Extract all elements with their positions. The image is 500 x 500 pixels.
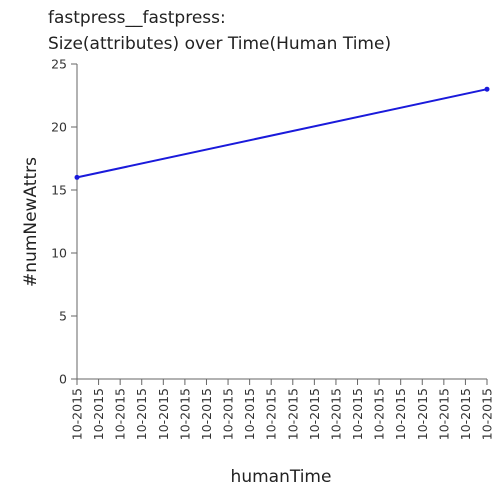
data-point: [74, 174, 80, 180]
x-tick-label: 10-2015: [480, 388, 495, 440]
x-tick-label: 10-2015: [113, 388, 128, 440]
x-tick-label: 10-2015: [264, 388, 279, 440]
x-tick-label: 10-2015: [307, 388, 322, 440]
x-tick-label: 10-2015: [177, 388, 192, 440]
y-tick-label: 25: [51, 57, 67, 72]
x-tick-label: 10-2015: [91, 388, 106, 440]
series-line: [76, 88, 488, 179]
x-axis-ticks: 10-2015 10-2015 10-2015 10-2015 10-2015 10-20…: [70, 379, 495, 440]
y-axis-label: #numNewAttrs: [21, 157, 41, 287]
x-tick-label: 10-2015: [458, 388, 473, 440]
x-tick-label: 10-2015: [221, 388, 236, 440]
x-tick-label: 10-2015: [372, 388, 387, 440]
series-group: [74, 86, 490, 180]
y-tick-label: 0: [59, 372, 67, 387]
x-tick-label: 10-2015: [70, 388, 85, 440]
chart-title-line-2: Size(attributes) over Time(Human Time): [48, 34, 392, 54]
data-point: [484, 86, 490, 92]
x-tick-label: 10-2015: [156, 388, 171, 440]
x-axis-label: humanTime: [231, 467, 332, 487]
x-tick-label: 10-2015: [350, 388, 365, 440]
x-tick-label: 10-2015: [393, 388, 408, 440]
y-axis-ticks: 0 5 10 15 20 25: [51, 57, 77, 387]
y-tick-label: 5: [59, 309, 67, 324]
x-tick-label: 10-2015: [242, 388, 257, 440]
x-tick-label: 10-2015: [328, 388, 343, 440]
x-tick-label: 10-2015: [285, 388, 300, 440]
y-tick-label: 20: [51, 120, 67, 135]
x-tick-label: 10-2015: [436, 388, 451, 440]
y-tick-label: 10: [51, 246, 67, 261]
axes: [76, 64, 487, 380]
x-tick-label: 10-2015: [415, 388, 430, 440]
y-tick-label: 15: [51, 183, 67, 198]
x-tick-label: 10-2015: [134, 388, 149, 440]
chart-title-line-1: fastpress__fastpress:: [48, 8, 226, 28]
x-tick-label: 10-2015: [199, 388, 214, 440]
